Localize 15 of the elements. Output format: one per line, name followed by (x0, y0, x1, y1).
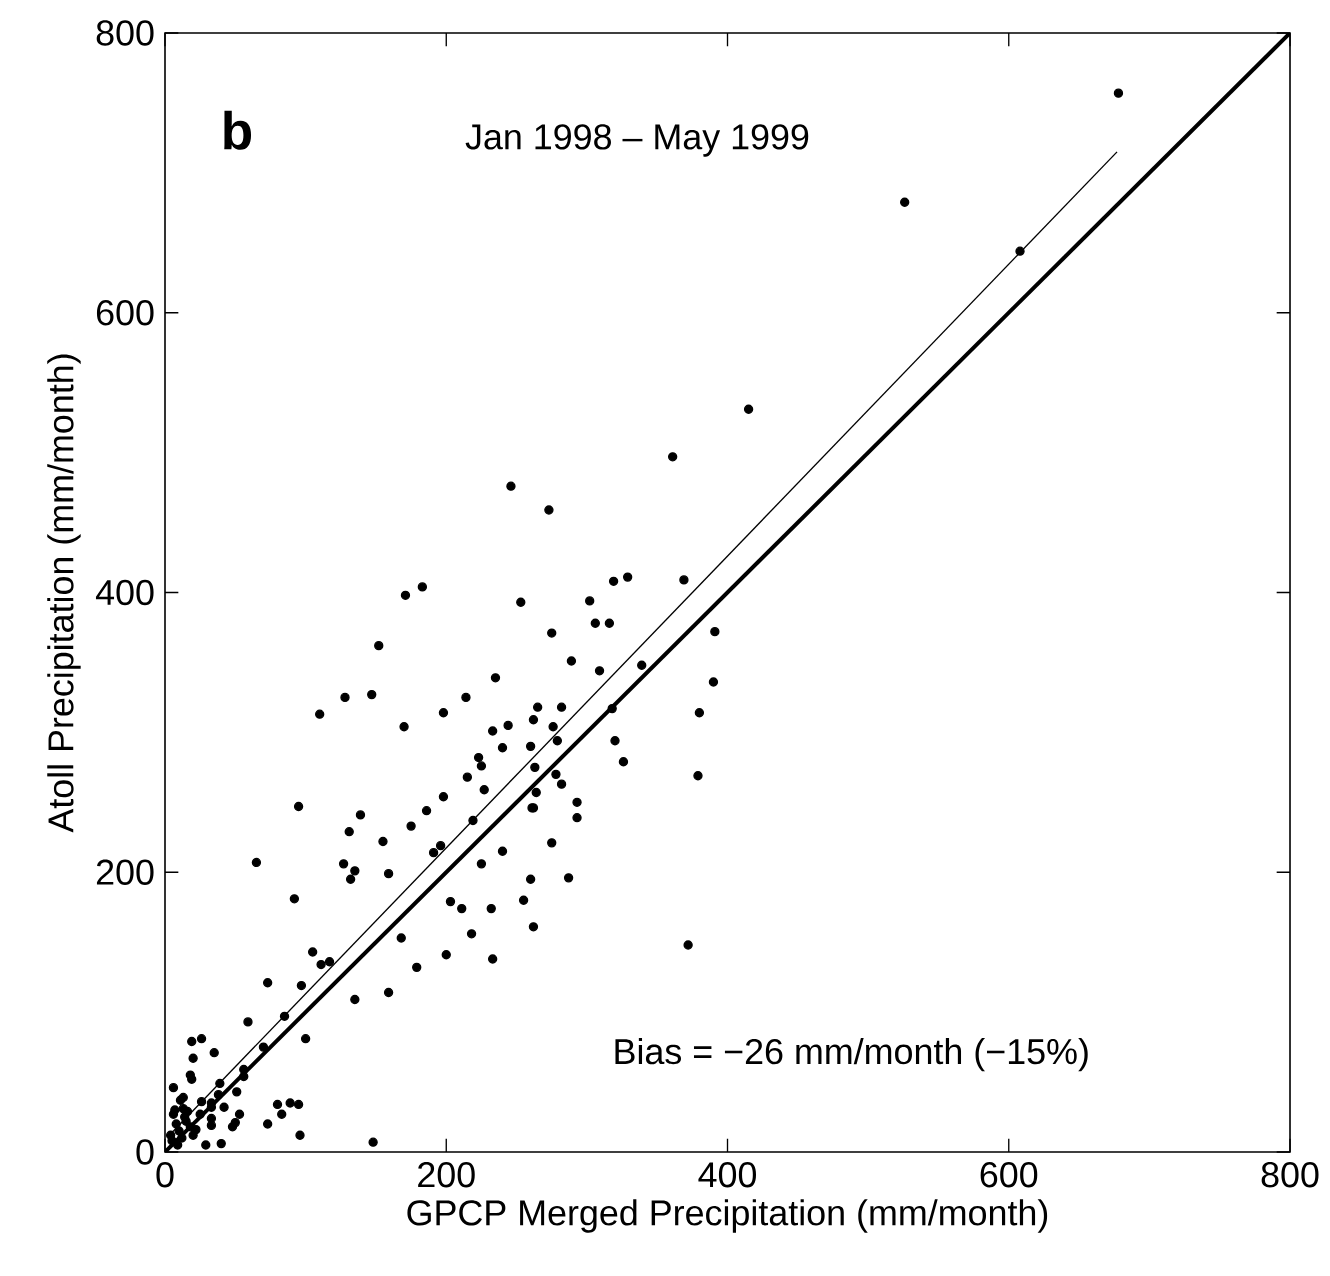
annotation: Bias = −26 mm/month (−15%) (615, 1037, 1088, 1072)
x-tick-label: 400 (698, 1162, 757, 1188)
y-tick-label: 400 (95, 579, 154, 606)
y-tick-label: 800 (96, 20, 154, 46)
x-tick-label: 200 (418, 1162, 475, 1188)
y-tick-label: 0 (136, 1139, 154, 1165)
x-tick-label: 0 (156, 1162, 174, 1188)
annotation: b (224, 110, 252, 150)
x-tick-label: 800 (1261, 1162, 1319, 1188)
y-tick-label: 200 (96, 859, 154, 885)
y-axis-title: Atoll Precipitation (mm/month) (47, 354, 81, 833)
annotation: Jan 1998 – May 1999 (465, 124, 809, 157)
y-tick-label: 600 (96, 300, 154, 326)
x-axis-title: GPCP Merged Precipitation (mm/month) (407, 1199, 1048, 1233)
x-tick-label: 600 (980, 1162, 1038, 1188)
